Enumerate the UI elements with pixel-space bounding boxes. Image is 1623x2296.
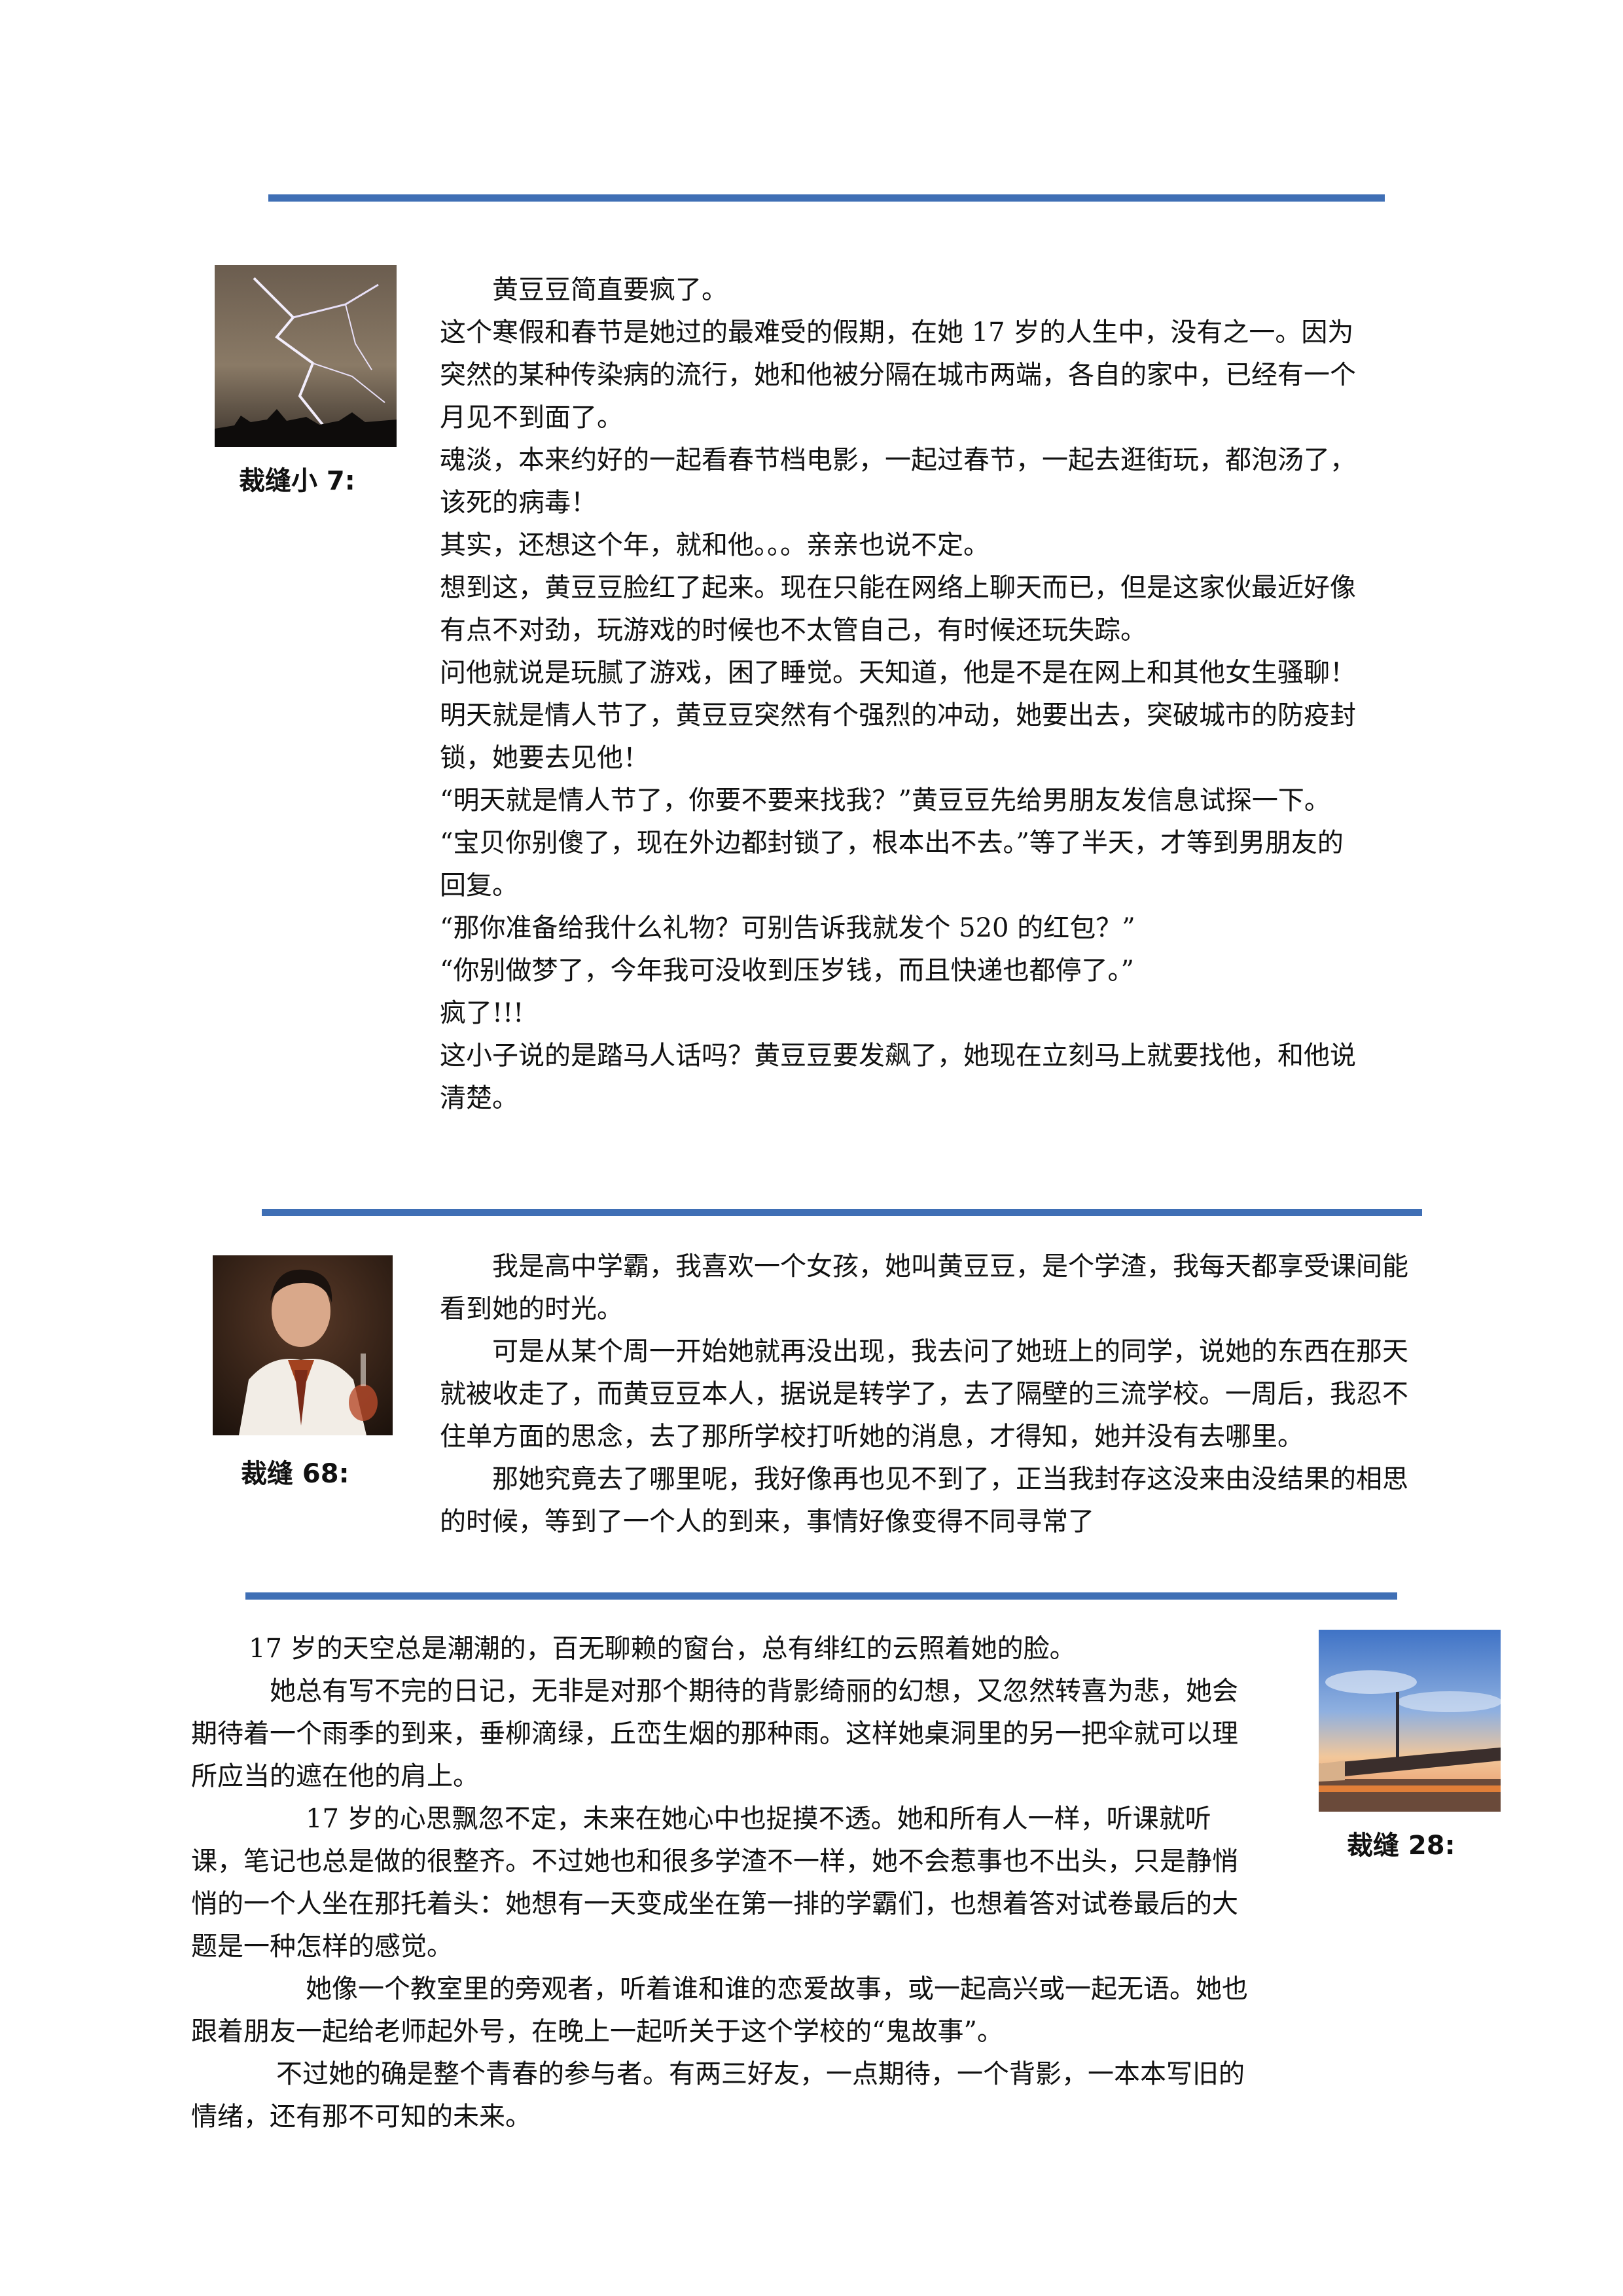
paragraph: 其实，还想这个年，就和他。。。亲亲也说不定。	[440, 530, 990, 560]
section3-caption: 裁缝 28:	[1347, 1831, 1455, 1861]
paragraph: 不过她的确是整个青春的参与者。有两三好友，一点期待，一个背影，一本本写旧的情绪，…	[191, 2059, 1245, 2132]
paragraph: 这个寒假和春节是她过的最难受的假期，在她 17 岁的人生中，没有之一。因为突然的…	[440, 317, 1356, 433]
section3-text: 17 岁的天空总是潮潮的，百无聊赖的窗台，总有绯红的云照着她的脸。 她总有写不完…	[191, 1628, 1258, 2138]
man-in-white-suit-photo	[213, 1255, 393, 1435]
paragraph: 问他就说是玩腻了游戏，困了睡觉。天知道，他是不是在网上和其他女生骚聊！	[440, 658, 1356, 688]
paragraph: 疯了!!!	[440, 998, 524, 1028]
sunset-pier-photo	[1319, 1630, 1501, 1812]
paragraph: “宝贝你别傻了，现在外边都封锁了，根本出不去。”等了半天，才等到男朋友的回复。	[440, 828, 1344, 901]
paragraph: 可是从某个周一开始她就再没出现，我去问了她班上的同学，说她的东西在那天就被收走了…	[440, 1336, 1408, 1452]
section1-text: 黄豆豆简直要疯了。 这个寒假和春节是她过的最难受的假期，在她 17 岁的人生中，…	[440, 269, 1369, 1120]
paragraph: 她总有写不完的日记，无非是对那个期待的背影绮丽的幻想，又忽然转喜为悲，她会期待着…	[191, 1676, 1238, 1791]
paragraph: 我是高中学霸，我喜欢一个女孩，她叫黄豆豆，是个学渣，我每天都享受课间能看到她的时…	[440, 1251, 1408, 1324]
paragraph: “那你准备给我什么礼物？可别告诉我就发个 520 的红包？”	[440, 913, 1135, 943]
paragraph: 明天就是情人节了，黄豆豆突然有个强烈的冲动，她要出去，突破城市的防疫封锁，她要去…	[440, 700, 1356, 773]
section-divider	[262, 1209, 1422, 1216]
section-divider	[245, 1592, 1397, 1600]
paragraph: “明天就是情人节了，你要不要来找我？”黄豆豆先给男朋友发信息试探一下。	[440, 785, 1330, 816]
section1-caption: 裁缝小 7:	[239, 466, 355, 496]
paragraph: 她像一个教室里的旁观者，听着谁和谁的恋爱故事，或一起高兴或一起无语。她也跟着朋友…	[191, 1974, 1248, 2047]
section2-caption: 裁缝 68:	[241, 1459, 349, 1489]
paragraph: 那她究竟去了哪里呢，我好像再也见不到了，正当我封存这没来由没结果的相思的时候，等…	[440, 1464, 1408, 1537]
top-divider	[268, 194, 1385, 202]
section2-text: 我是高中学霸，我喜欢一个女孩，她叫黄豆豆，是个学渣，我每天都享受课间能看到她的时…	[440, 1246, 1415, 1543]
paragraph: 想到这，黄豆豆脸红了起来。现在只能在网络上聊天而已，但是这家伙最近好像有点不对劲…	[440, 573, 1356, 645]
paragraph: “你别做梦了，今年我可没收到压岁钱，而且快递也都停了。”	[440, 956, 1134, 986]
lightning-sky-photo	[215, 265, 397, 447]
paragraph: 17 岁的天空总是潮潮的，百无聊赖的窗台，总有绯红的云照着她的脸。	[249, 1634, 1076, 1664]
paragraph: 这小子说的是踏马人话吗？黄豆豆要发飙了，她现在立刻马上就要找他，和他说清楚。	[440, 1041, 1356, 1113]
paragraph: 魂淡，本来约好的一起看春节档电影，一起过春节，一起去逛街玩，都泡汤了，该死的病毒…	[440, 445, 1356, 518]
paragraph: 黄豆豆简直要疯了。	[492, 275, 728, 305]
paragraph: 17 岁的心思飘忽不定，未来在她心中也捉摸不透。她和所有人一样，听课就听课，笔记…	[191, 1804, 1238, 1962]
